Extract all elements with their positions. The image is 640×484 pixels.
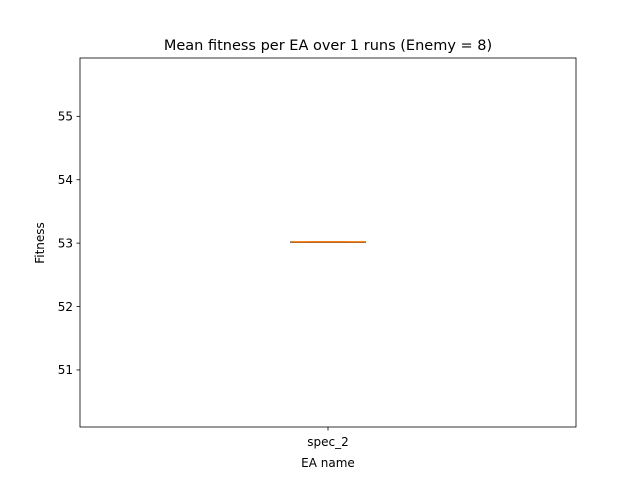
x-tick-label: spec_2 bbox=[307, 435, 348, 449]
y-tick-label: 54 bbox=[58, 173, 73, 187]
y-tick-label: 52 bbox=[58, 300, 73, 314]
y-axis-label: Fitness bbox=[33, 222, 47, 264]
y-tick-label: 53 bbox=[58, 236, 73, 250]
y-axis-ticks: 51 52 53 54 55 bbox=[58, 110, 80, 377]
y-tick-label: 55 bbox=[58, 110, 73, 124]
y-tick-label: 51 bbox=[58, 363, 73, 377]
chart-title: Mean fitness per EA over 1 runs (Enemy =… bbox=[164, 38, 492, 54]
box-series bbox=[290, 241, 366, 243]
x-axis-ticks: spec_2 bbox=[307, 427, 349, 449]
x-axis-label: EA name bbox=[301, 456, 355, 470]
